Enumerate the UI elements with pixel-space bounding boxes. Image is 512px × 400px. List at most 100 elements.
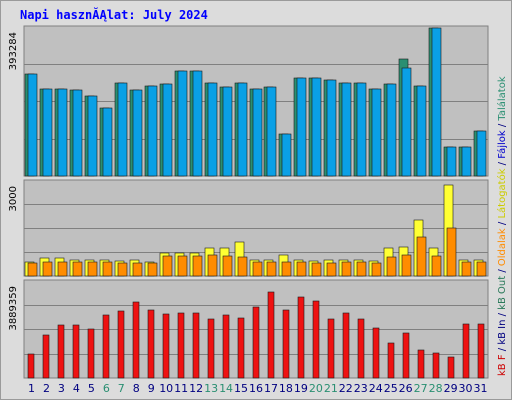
y-tick-label: 3889359: [8, 286, 19, 331]
bar-middle-2-day-19: [296, 261, 307, 277]
bar-top-2-day-22: [341, 82, 352, 177]
bar-top-2-day-12: [192, 70, 203, 177]
bar-middle-2-day-1: [27, 262, 38, 277]
bar-middle-2-day-28: [431, 255, 442, 277]
bar-middle-2-day-9: [147, 262, 158, 277]
bar-middle-2-day-3: [57, 261, 68, 277]
panel-top: 393284: [8, 25, 489, 177]
x-tick-label-day: 8: [133, 382, 140, 395]
bar-top-2-day-26: [401, 67, 412, 177]
bar-bottom-1-day-9: [147, 309, 155, 379]
bar-bottom-1-day-19: [297, 296, 305, 379]
bar-middle-2-day-12: [192, 255, 203, 277]
bar-bottom-1-day-15: [237, 317, 245, 379]
bar-bottom-1-day-8: [132, 301, 140, 379]
bar-bottom-1-day-21: [327, 318, 335, 379]
x-tick-label-day: 24: [369, 382, 383, 395]
bar-middle-2-day-5: [87, 261, 98, 277]
bar-middle-2-day-7: [117, 262, 128, 277]
bar-bottom-1-day-30: [462, 323, 470, 379]
x-tick-label-day: 17: [264, 382, 278, 395]
x-tick-label-day: 12: [189, 382, 203, 395]
side-legend-part: /: [497, 159, 508, 169]
bar-middle-2-day-2: [42, 261, 53, 277]
bar-top-2-day-9: [147, 85, 158, 177]
bar-bottom-1-day-12: [192, 312, 200, 379]
x-tick-label-day: 6: [103, 382, 110, 395]
bar-top-2-day-4: [72, 89, 83, 177]
bar-bottom-1-day-7: [117, 310, 125, 379]
bar-bottom-1-day-27: [417, 349, 425, 379]
bar-top-2-day-2: [42, 88, 53, 177]
bar-bottom-1-day-11: [177, 312, 185, 379]
bar-top-2-day-23: [356, 82, 367, 177]
bar-top-2-day-27: [416, 85, 427, 177]
bar-middle-2-day-4: [72, 261, 83, 277]
x-axis-labels: 1 2 3 4 5 6 7 8 9 10 11 12 13 14 15 16 17 18 19 20 21 22 23 24 2…: [28, 382, 488, 395]
x-tick-label-day: 31: [474, 382, 488, 395]
bar-bottom-1-day-18: [282, 309, 290, 379]
bar-middle-2-day-15: [237, 256, 248, 277]
bar-top-2-day-1: [27, 73, 38, 177]
x-tick-label-day: 16: [249, 382, 263, 395]
bar-top-2-day-10: [162, 83, 173, 177]
side-legend-part: /: [497, 345, 508, 355]
bar-top-2-day-6: [102, 107, 113, 177]
side-legend-part: /: [497, 219, 508, 229]
x-tick-label-day: 4: [73, 382, 80, 395]
chart-panels: 393284 3000 3889359: [8, 25, 489, 379]
side-legend-part: kB F: [497, 354, 508, 376]
bar-middle-2-day-18: [281, 261, 292, 277]
x-tick-label-day: 13: [204, 382, 218, 395]
bar-middle-2-day-30: [461, 261, 472, 277]
x-tick-label-day: 15: [234, 382, 248, 395]
bar-middle-2-day-21: [326, 262, 337, 277]
side-legend-part: /: [497, 121, 508, 131]
bar-middle-2-day-27: [416, 236, 427, 277]
bar-middle-2-day-23: [356, 261, 367, 277]
x-tick-label-day: 5: [88, 382, 95, 395]
x-tick-label-day: 1: [28, 382, 35, 395]
bar-top-2-day-24: [371, 88, 382, 177]
x-tick-label-day: 21: [324, 382, 338, 395]
bar-middle-2-day-11: [177, 255, 188, 277]
side-legend-part: Fájlok: [496, 130, 508, 159]
side-legend-part: Oldalak: [497, 228, 508, 266]
y-tick-label: 393284: [8, 32, 19, 70]
bar-top-2-day-21: [326, 79, 337, 177]
x-tick-label-day: 25: [384, 382, 398, 395]
bar-top-2-day-14: [222, 86, 233, 177]
bar-bottom-1-day-5: [87, 328, 95, 379]
bar-bottom-1-day-10: [162, 313, 170, 379]
bar-top-2-day-17: [266, 86, 277, 177]
side-legend-part: /: [497, 266, 508, 276]
bar-middle-2-day-10: [162, 255, 173, 277]
bar-top-2-day-31: [476, 130, 487, 177]
x-tick-label-day: 20: [309, 382, 323, 395]
bar-middle-2-day-17: [266, 261, 277, 277]
bar-bottom-1-day-16: [252, 306, 260, 379]
x-tick-label-day: 28: [429, 382, 443, 395]
bar-bottom-1-day-24: [372, 327, 380, 379]
bar-bottom-1-day-31: [477, 323, 485, 379]
bar-bottom-1-day-14: [222, 314, 230, 379]
side-legend-part: kB In: [497, 320, 508, 345]
bar-bottom-1-day-6: [102, 314, 110, 379]
bar-bottom-1-day-4: [72, 324, 80, 379]
bar-bottom-1-day-26: [402, 332, 410, 379]
x-tick-label-day: 19: [294, 382, 308, 395]
x-tick-label-day: 22: [339, 382, 353, 395]
x-tick-label-day: 11: [174, 382, 188, 395]
side-legend-part: Látogatók: [496, 168, 508, 218]
bar-top-2-day-25: [386, 83, 397, 177]
bar-top-2-day-15: [237, 82, 248, 177]
x-tick-label-day: 7: [118, 382, 125, 395]
side-legend-part: /: [497, 310, 508, 320]
bar-middle-2-day-26: [401, 254, 412, 277]
bar-bottom-1-day-17: [267, 291, 275, 379]
bar-middle-2-day-20: [311, 262, 322, 277]
y-tick-label: 3000: [8, 186, 19, 211]
x-tick-label-day: 2: [43, 382, 50, 395]
bar-top-2-day-30: [461, 146, 472, 177]
